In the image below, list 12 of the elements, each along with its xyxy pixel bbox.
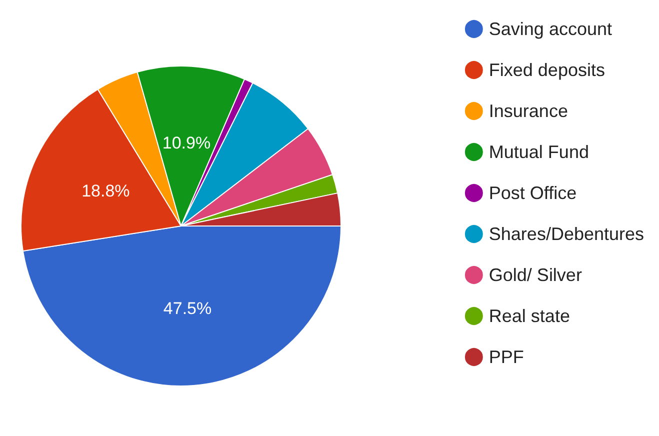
legend-label: Saving account xyxy=(488,19,612,39)
legend-label: Gold/ Silver xyxy=(488,265,582,285)
legend-label: PPF xyxy=(488,347,524,367)
legend-label: Real state xyxy=(488,306,570,326)
legend-label: Post Office xyxy=(488,183,577,203)
legend-label: Shares/Debentures xyxy=(488,224,644,244)
data-label: 47.5% xyxy=(163,299,212,318)
data-label: 10.9% xyxy=(162,134,211,153)
legend-label: Insurance xyxy=(488,101,568,121)
data-label: 18.8% xyxy=(82,182,130,201)
legend-label: Mutual Fund xyxy=(488,142,589,162)
legend-label: Fixed deposits xyxy=(488,60,605,80)
